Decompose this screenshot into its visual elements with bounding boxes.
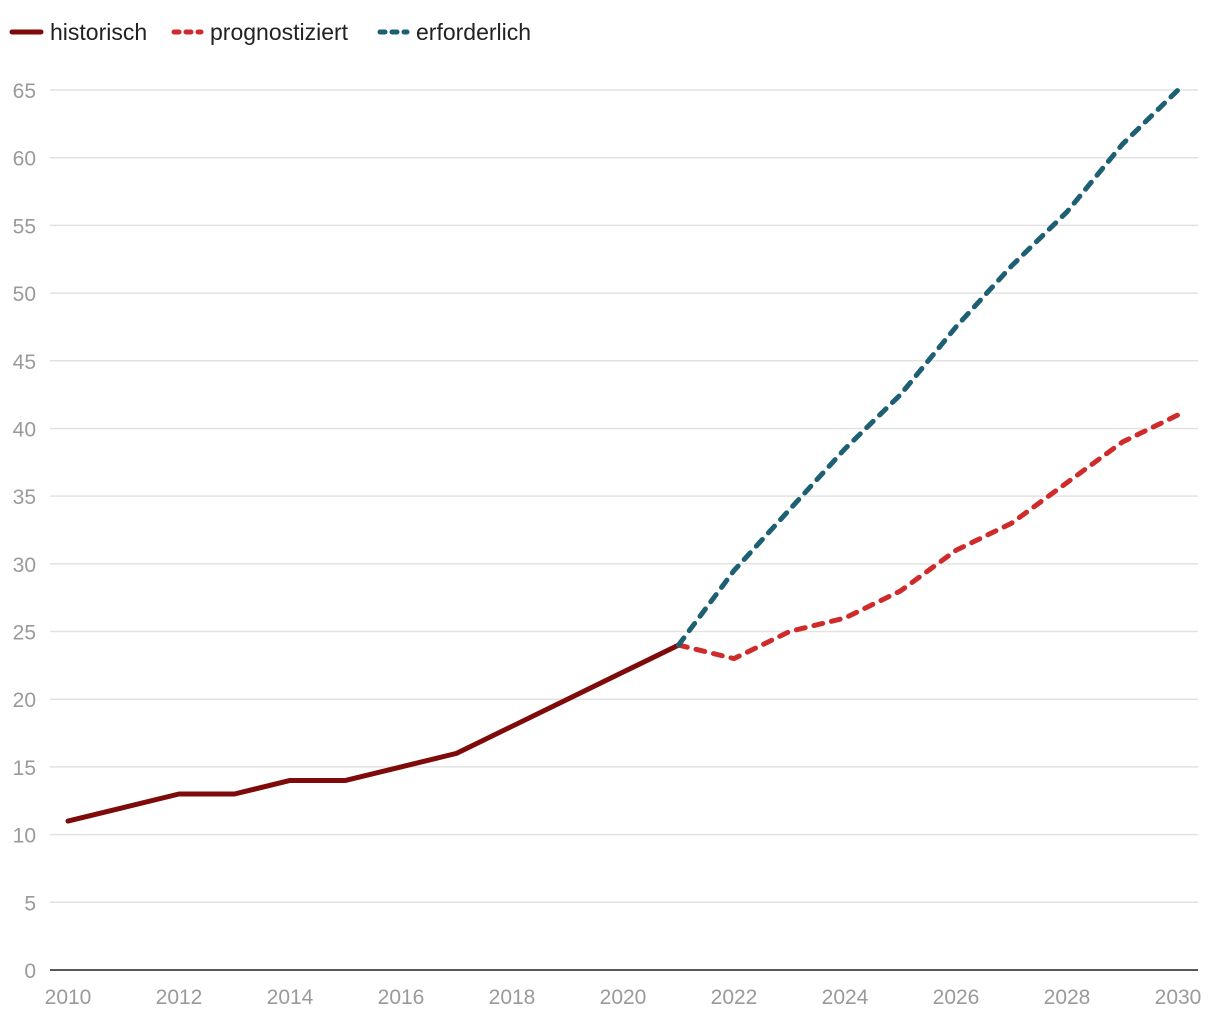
series-line-prognostiziert bbox=[676, 412, 1181, 662]
legend-label: prognostiziert bbox=[210, 19, 349, 45]
series-layer bbox=[65, 87, 1181, 824]
y-tick-label: 65 bbox=[13, 80, 36, 103]
x-tick-label: 2018 bbox=[489, 986, 536, 1009]
y-axis-ticks: 0 5 10 15 20 25 30 35 40 45 50 55 60 65 bbox=[13, 80, 36, 983]
series-line-erforderlich bbox=[676, 87, 1181, 648]
legend: historisch prognostiziert erforderlich bbox=[9, 19, 531, 45]
legend-label: erforderlich bbox=[416, 19, 531, 45]
y-tick-label: 50 bbox=[13, 283, 36, 306]
x-tick-label: 2024 bbox=[822, 986, 869, 1009]
y-tick-label: 10 bbox=[13, 825, 36, 848]
y-tick-label: 40 bbox=[13, 418, 36, 441]
legend-label: historisch bbox=[50, 19, 147, 45]
y-tick-label: 60 bbox=[13, 148, 36, 171]
x-tick-label: 2030 bbox=[1155, 986, 1202, 1009]
y-tick-label: 30 bbox=[13, 554, 36, 577]
y-tick-label: 45 bbox=[13, 351, 36, 374]
x-tick-label: 2026 bbox=[933, 986, 980, 1009]
legend-item-prognostiziert: prognostiziert bbox=[171, 19, 349, 45]
x-tick-label: 2022 bbox=[711, 986, 758, 1009]
y-tick-label: 5 bbox=[24, 892, 36, 915]
series-line-historisch bbox=[65, 642, 681, 824]
y-tick-label: 20 bbox=[13, 689, 36, 712]
x-tick-label: 2020 bbox=[600, 986, 647, 1009]
x-axis-ticks: 2010 2012 2014 2016 2018 2020 2022 2024 2026 2028… bbox=[45, 986, 1202, 1009]
y-tick-label: 35 bbox=[13, 486, 36, 509]
y-tick-label: 0 bbox=[24, 960, 36, 983]
legend-item-historisch: historisch bbox=[9, 19, 147, 45]
y-tick-label: 25 bbox=[13, 622, 36, 645]
y-tick-label: 15 bbox=[13, 757, 36, 780]
x-tick-label: 2012 bbox=[156, 986, 203, 1009]
x-tick-label: 2028 bbox=[1044, 986, 1091, 1009]
x-tick-label: 2016 bbox=[378, 986, 425, 1009]
y-tick-label: 55 bbox=[13, 215, 36, 238]
x-tick-label: 2014 bbox=[267, 986, 314, 1009]
gridlines bbox=[50, 89, 1198, 904]
legend-item-erforderlich: erforderlich bbox=[377, 19, 531, 45]
x-tick-label: 2010 bbox=[45, 986, 92, 1009]
